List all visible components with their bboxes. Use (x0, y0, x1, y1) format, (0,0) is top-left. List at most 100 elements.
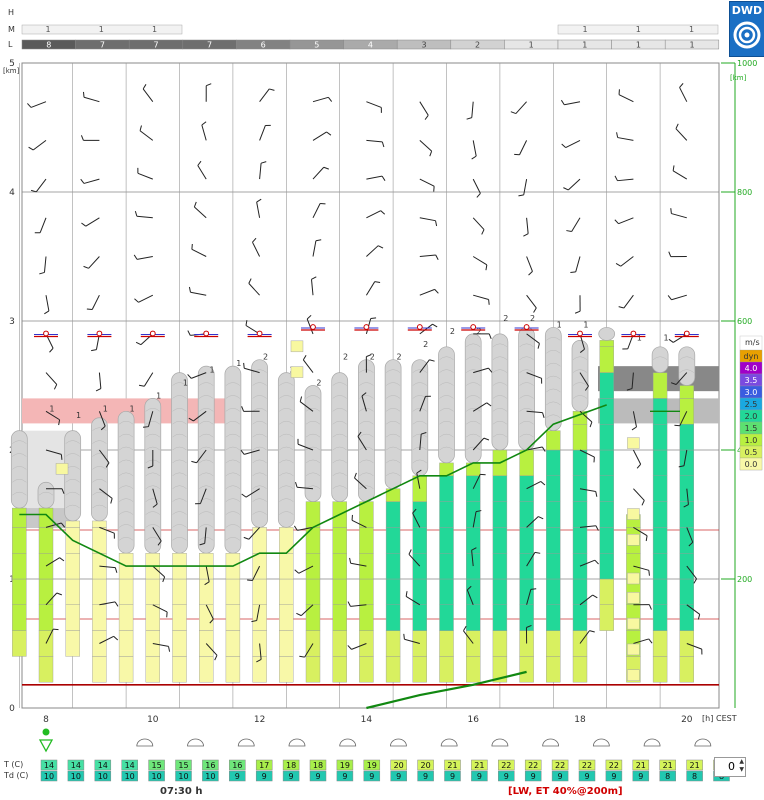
offset-stepper[interactable]: 0 ▲ ▼ (714, 757, 746, 777)
cloud-contour (145, 446, 160, 451)
cloud-contour (412, 408, 427, 412)
cloud-cover-l-value: 6 (261, 41, 266, 50)
cloud-contour (492, 369, 508, 373)
dewpoint-cell (524, 770, 542, 782)
wind-barb (191, 449, 207, 464)
cloud-cover-l-value: 4 (368, 41, 373, 50)
temperature-cell (148, 759, 165, 771)
thermal-bar-segment (172, 604, 187, 631)
wind-barb (45, 410, 61, 426)
thermal-bar-segment (546, 501, 561, 528)
cloud-cover-m-value: 1 (636, 25, 641, 34)
thermal-bar-segment (359, 527, 374, 554)
cloud-contour (279, 459, 294, 464)
cloud-contour (466, 420, 481, 425)
wind-barb (98, 411, 106, 431)
thermal-bar-segment (385, 553, 401, 580)
cloud-contour (118, 485, 134, 489)
cloud-stack (331, 372, 349, 502)
wind-barb (357, 431, 367, 451)
thermal-bar-segment (359, 656, 374, 683)
cloud-contour (332, 446, 347, 451)
wind-barb (679, 83, 688, 102)
thermal-bar-segment (572, 449, 588, 476)
dewpoint-cell (471, 770, 488, 782)
cloud-contour (145, 408, 160, 412)
thermal-bar-segment (492, 578, 508, 605)
temperature-cell (202, 759, 219, 771)
wind-barb (686, 643, 703, 655)
cloud-stack (171, 372, 188, 554)
cloud-contour (519, 343, 534, 347)
cloud-cover-m-value: 1 (152, 25, 157, 34)
shower-triangle-icon (38, 739, 54, 753)
cloud-contour (172, 420, 187, 425)
dewpoint-cell (336, 770, 354, 782)
cloud-cover-l-value: 2 (475, 41, 480, 50)
wind-barb (472, 473, 486, 489)
temperature-value: 21 (636, 761, 646, 770)
cloud-contour (279, 511, 294, 515)
cloud-contour (92, 453, 107, 457)
thermal-bar-segment (519, 578, 534, 605)
thermal-bar-segment (385, 656, 401, 683)
cloud-contour (118, 511, 134, 515)
stepper-value: 0 (728, 760, 735, 773)
wind-barb (351, 514, 367, 528)
cloud-contour (145, 524, 160, 528)
wind-barb (405, 591, 421, 606)
thermal-bar-segment (92, 520, 107, 528)
wind-barb (80, 178, 100, 184)
cloud-stack (277, 372, 295, 528)
cloud-contour (572, 382, 588, 386)
wind-barb (295, 481, 314, 490)
thermal-bar-segment (546, 553, 561, 580)
thermal-bar-segment (359, 604, 374, 631)
wind-barb (633, 488, 645, 506)
cloud-contour (172, 446, 187, 451)
thermal-bar-segment (546, 527, 561, 554)
temperature-cell (444, 759, 461, 771)
wind-barb (142, 84, 154, 103)
wind-barb (526, 551, 541, 567)
yellow-marker (627, 534, 640, 546)
dewpoint-cell (417, 770, 434, 782)
cloud-contour (546, 362, 561, 367)
thermal-bar-segment (572, 656, 588, 683)
cloud-contour (65, 479, 80, 483)
cloud-contour (492, 382, 508, 386)
cloud-stack (358, 359, 375, 502)
wind-barb (526, 372, 543, 384)
cloud-contour (305, 459, 321, 464)
wind-barb (471, 547, 477, 567)
cloud-stack (411, 359, 429, 477)
dewpoint-cell (659, 770, 676, 782)
wind-barb (574, 295, 581, 314)
wind-barb (419, 395, 431, 412)
thermal-bar-segment (599, 604, 614, 631)
timezone-label: CEST (716, 714, 737, 723)
cloud-contour (199, 446, 214, 451)
wind-barb (312, 202, 326, 219)
temperature-cell (282, 759, 300, 771)
cloud-contour (679, 356, 694, 360)
dewpoint-value: 10 (71, 772, 81, 781)
temperature-value: 17 (259, 761, 269, 770)
thermal-bar-segment (546, 604, 561, 631)
cloud-contour (279, 408, 294, 412)
cloud-amount-label: 1 (156, 391, 161, 400)
cloud-contour (385, 446, 401, 451)
yellow-marker (627, 508, 640, 520)
wind-barb (152, 604, 168, 618)
cloud-cover-l-value: 1 (582, 41, 587, 50)
wind-barb (466, 585, 474, 605)
cloud-contour (466, 408, 481, 412)
cloud-cover-l-value: 7 (153, 41, 158, 50)
stepper-arrows-icon[interactable]: ▲ ▼ (739, 758, 744, 773)
ground-thermal-line (366, 670, 527, 710)
thermal-bar-segment (305, 501, 321, 528)
legend-label: dyn (744, 352, 759, 361)
cloud-contour (118, 433, 134, 438)
cloud-stack (91, 417, 108, 522)
thermal-bar-segment (118, 656, 134, 683)
